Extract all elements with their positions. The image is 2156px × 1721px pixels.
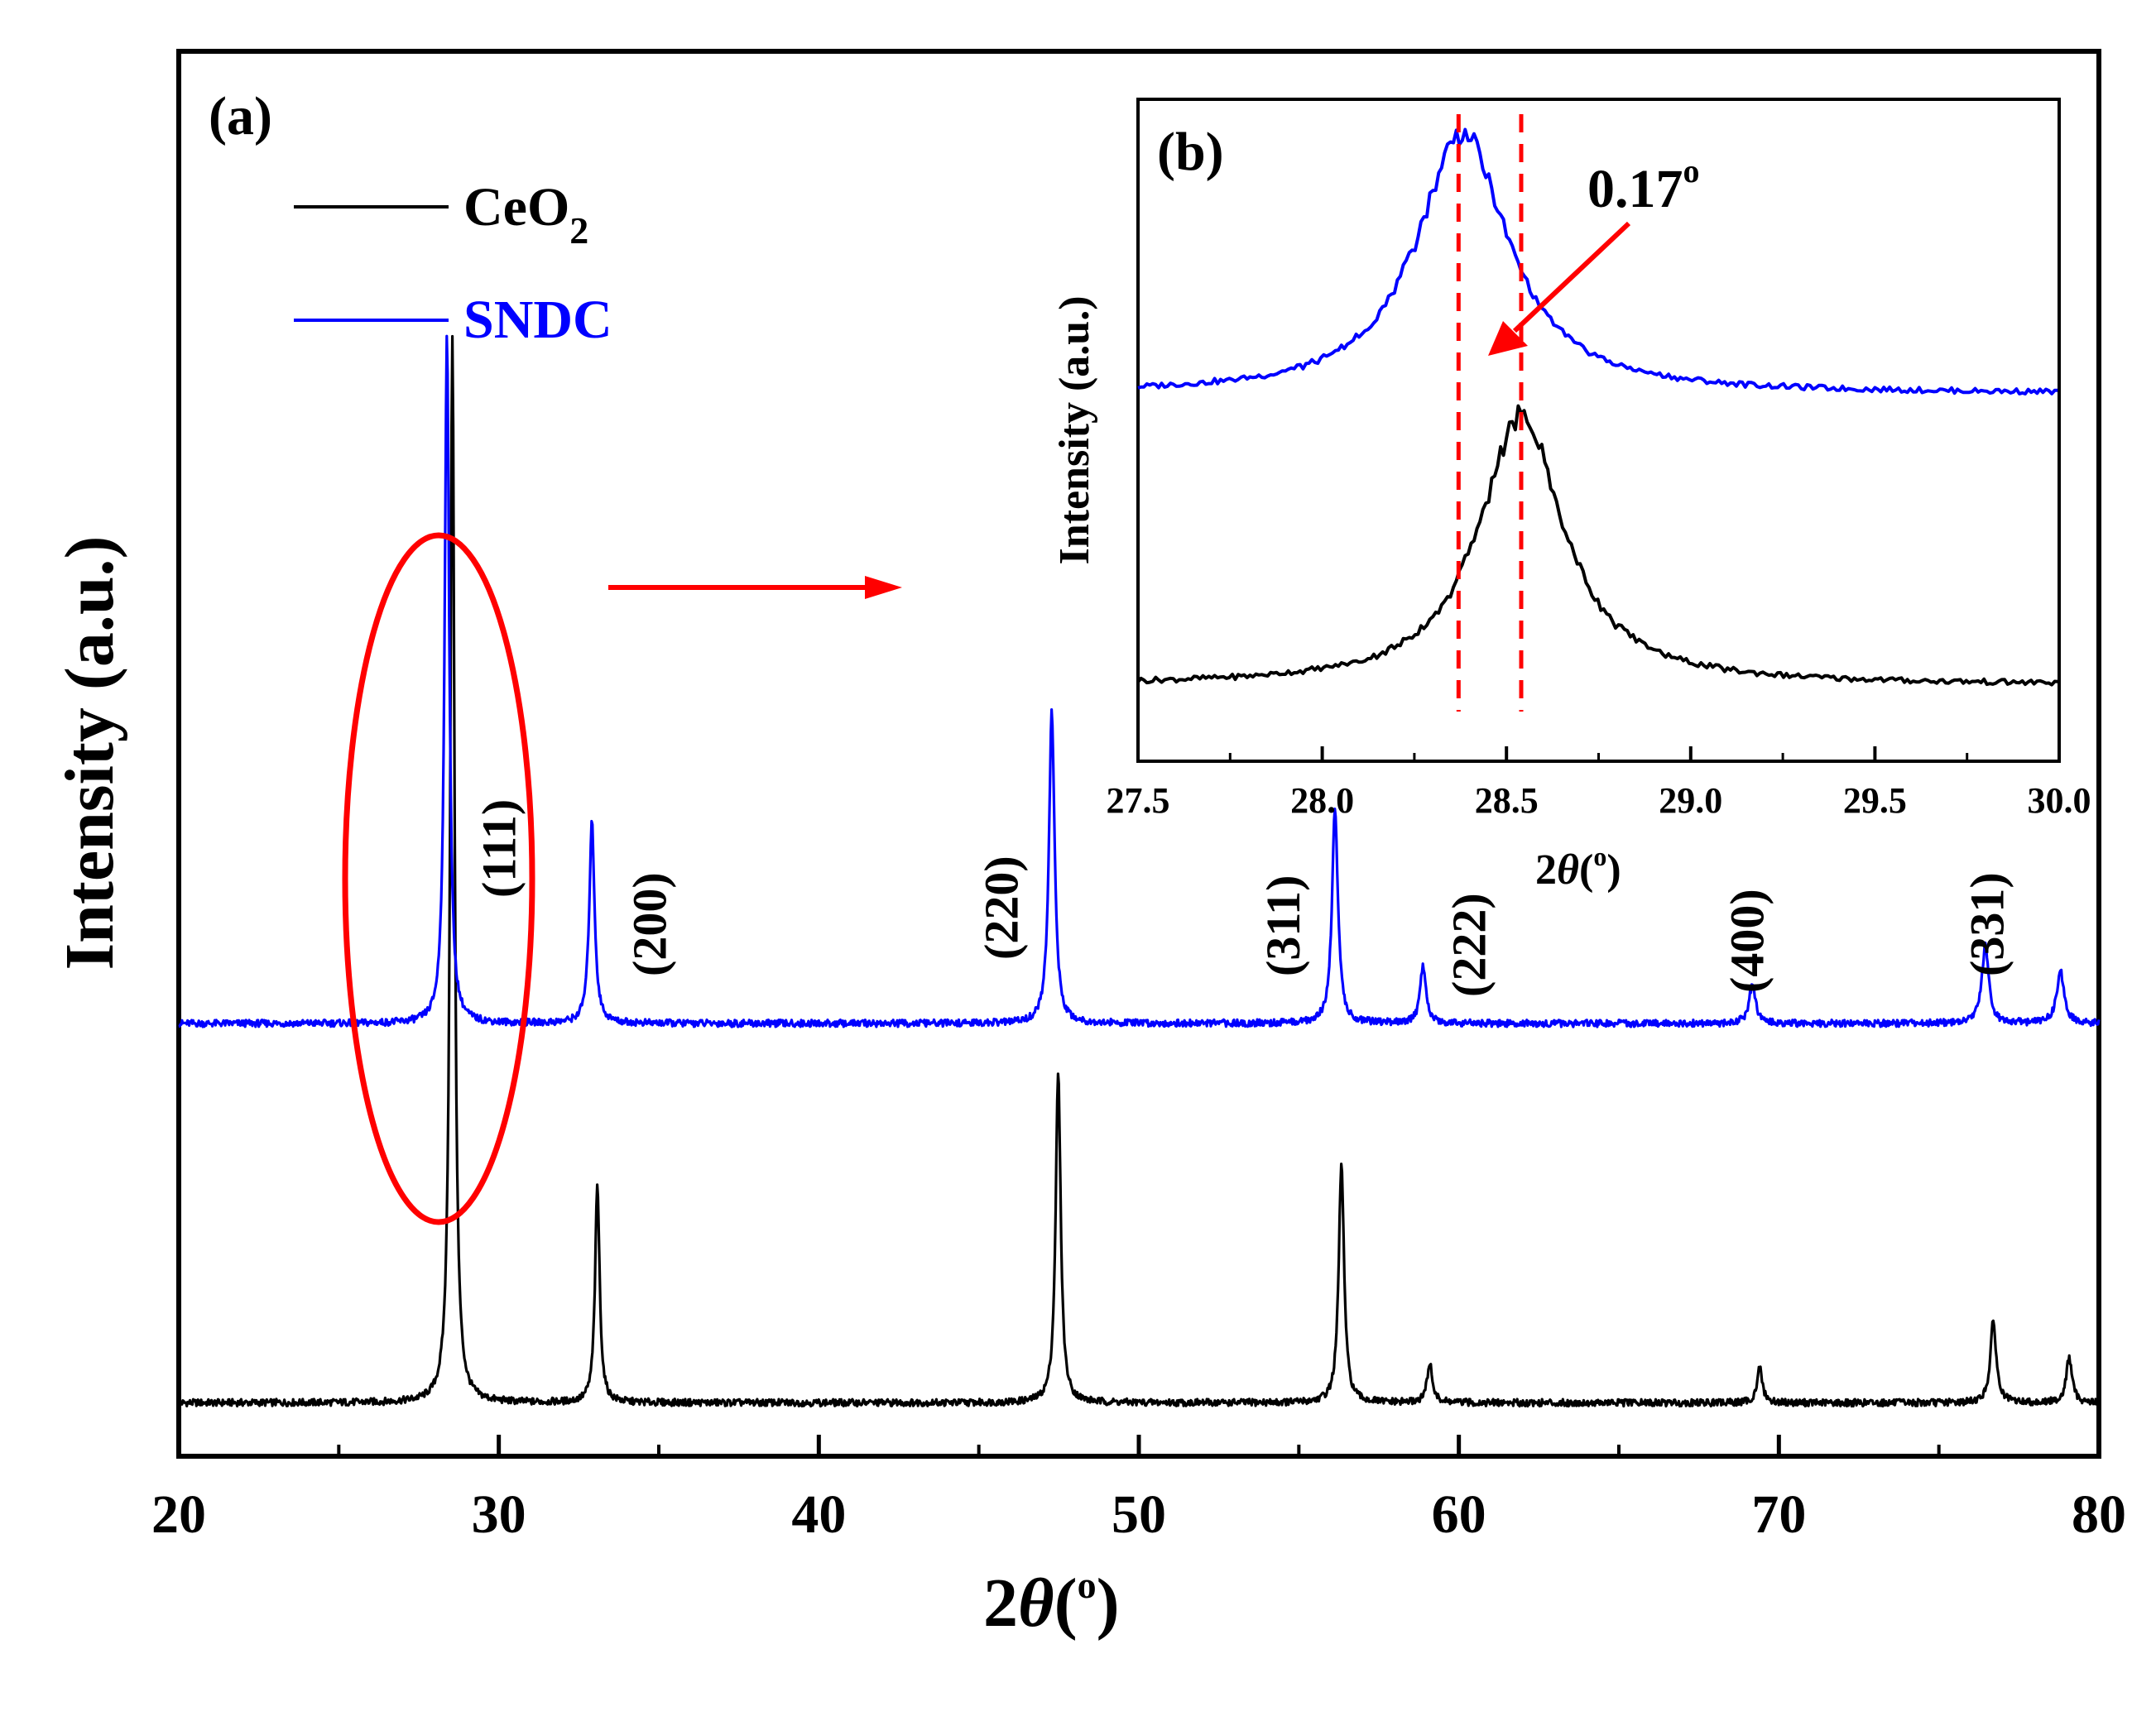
main-x-tick-label: 80 [2072, 1484, 2126, 1545]
highlight-ellipse [342, 532, 535, 1225]
hkl-labels: (111) (200) (220) (311) (222) (400) (331) [473, 799, 2014, 997]
inset-x-tick-label: 28.0 [1290, 780, 1354, 821]
hkl-label: (311) [1256, 875, 1310, 976]
hkl-label: (400) [1721, 889, 1774, 993]
main-x-tick-label: 70 [1751, 1484, 1806, 1545]
main-x-tick-label: 40 [791, 1484, 846, 1545]
inset-x-axis-title: 2θ(o) [1535, 841, 1621, 894]
panel-label-b: (b) [1157, 122, 1224, 182]
hkl-label: (220) [975, 856, 1029, 960]
shift-label: 0.17o [1587, 152, 1700, 219]
main-x-tick-label: 30 [472, 1484, 526, 1545]
main-x-ticks: 20 30 40 50 60 70 80 [151, 1435, 2126, 1545]
inset-x-tick-label: 28.5 [1475, 780, 1539, 821]
inset-plot-frame [1136, 98, 2061, 763]
hkl-label: (200) [622, 872, 676, 976]
main-x-tick-label: 60 [1432, 1484, 1486, 1545]
panel-label-a: (a) [209, 86, 272, 146]
hkl-label: (111) [473, 799, 526, 898]
main-chart: 20 30 40 50 60 70 80 (111) (200) (220) (311) (222)… [51, 49, 2126, 1642]
inset-series-group [1136, 127, 2058, 687]
inset-y-axis-title: Intensity (a.u.) [1051, 295, 1098, 564]
inset-x-tick-label: 29.0 [1659, 780, 1722, 821]
inset-x-tick-label: 29.5 [1843, 780, 1907, 821]
main-y-axis-title: Intensity (a.u.) [51, 535, 128, 970]
inset-series-ceo2-line [1136, 404, 2058, 687]
inset-x-tick-label: 27.5 [1107, 780, 1170, 821]
main-x-tick-label: 20 [151, 1484, 206, 1545]
inset-x-tick-label: 30.0 [2028, 780, 2091, 821]
zoom-arrow [608, 576, 902, 599]
main-series-group [177, 334, 2101, 1408]
inset-chart: 27.5 28.0 28.5 29.0 29.5 30.0 0.17o (b) Inten… [1051, 98, 2091, 894]
inset-series-sndc-line [1137, 127, 2058, 395]
main-x-tick-label: 50 [1112, 1484, 1166, 1545]
main-x-axis-title: 2θ(o) [983, 1564, 1120, 1642]
hkl-label: (331) [1961, 872, 2014, 976]
legend: CeO2 SNDC [294, 177, 612, 350]
inset-reference-lines [1456, 114, 1524, 712]
legend-label-ceo2: CeO2 [463, 177, 588, 252]
series-ceo2-line [177, 334, 2100, 1408]
hkl-label: (222) [1442, 893, 1496, 997]
shift-arrow [1488, 221, 1631, 356]
series-sndc-line [178, 334, 2101, 1028]
legend-label-sndc: SNDC [463, 290, 612, 350]
inset-x-ticks: 27.5 28.0 28.5 29.0 29.5 30.0 [1107, 746, 2091, 821]
